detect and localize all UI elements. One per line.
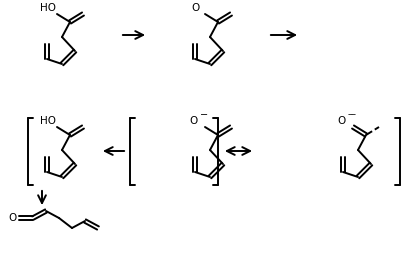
Text: −: −	[199, 110, 207, 120]
Text: HO: HO	[40, 116, 56, 126]
Text: O: O	[8, 213, 16, 223]
Text: O: O	[337, 116, 345, 126]
Text: HO: HO	[40, 3, 56, 13]
Text: O: O	[190, 116, 198, 126]
Text: ––: ––	[347, 111, 356, 119]
Text: O: O	[192, 3, 200, 13]
